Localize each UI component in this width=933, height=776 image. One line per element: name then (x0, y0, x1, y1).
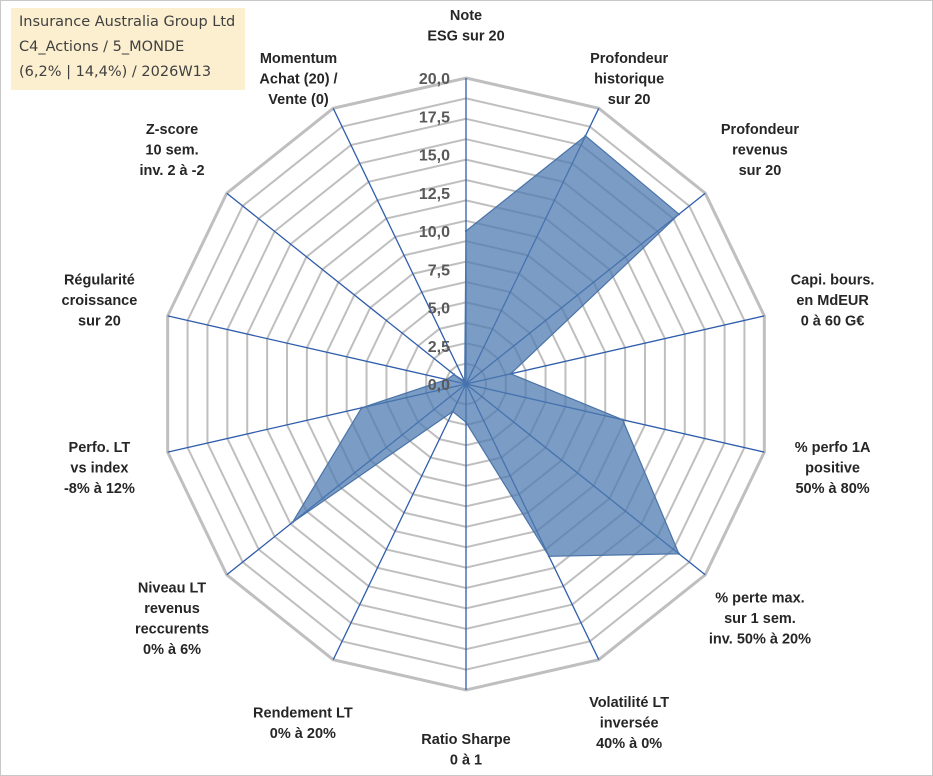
axis-label-line: sur 20 (608, 92, 651, 108)
axis-label-line: ESG sur 20 (427, 29, 504, 45)
data-point (677, 552, 681, 556)
title-line-category: C4_Actions / 5_MONDE (19, 39, 185, 55)
axis-label-line: croissance (62, 293, 138, 309)
series-area (292, 135, 680, 557)
axis-label: Z-score 10 sem. inv. 2 à -2 (140, 122, 205, 179)
data-point (464, 421, 468, 424)
axis-label-line: Z-score (146, 122, 198, 138)
data-point (509, 372, 512, 375)
axis-label: Rendement LT 0% à 20% (253, 705, 353, 742)
axis-label-line: Capi. bours. (791, 273, 875, 289)
axis-label: Volatilité LT inversée 40% à 0% (589, 695, 669, 752)
axis-label-line: Perfo. LT (69, 440, 131, 456)
axis-label-line: historique (594, 72, 664, 88)
axis-label-line: en MdEUR (796, 293, 869, 309)
tick-label: 20,0 (419, 71, 450, 88)
axis-label: % perfo 1A positive 50% à 80% (795, 440, 871, 497)
data-point (584, 134, 587, 138)
data-point (451, 410, 454, 413)
data-point (452, 373, 456, 376)
tick-label: 10,0 (419, 224, 450, 241)
axis-label-line: inv. 50% à 20% (709, 632, 811, 648)
axis-label-line: Régularité (64, 273, 135, 289)
axis-label-line: Achat (20) / (259, 72, 337, 88)
axis-label-line: revenus (732, 142, 788, 158)
axis-label-line: sur 20 (78, 314, 121, 330)
axis-label-line: sur 20 (739, 163, 782, 179)
axis-label-line: 0% à 20% (270, 726, 336, 742)
axis-label: Momentum Achat (20) / Vente (0) (259, 51, 337, 108)
axis-spoke (332, 383, 467, 660)
axis-label-line: Note (450, 8, 482, 24)
data-point (463, 380, 466, 383)
axis-label-line: inv. 2 à -2 (140, 163, 205, 179)
axis-label-line: Profondeur (721, 122, 799, 138)
data-point (360, 406, 363, 410)
axis-label-line: inversée (600, 716, 659, 732)
title-line-company: Insurance Australia Group Ltd (19, 14, 236, 30)
title-line-period: (6,2% | 14,4%) / 2026W13 (19, 64, 212, 80)
axis-label-line: reccurents (135, 621, 209, 637)
axis-label-line: Profondeur (590, 51, 668, 67)
axis-label-line: Ratio Sharpe (421, 732, 510, 748)
axis-label-line: % perte max. (715, 591, 804, 607)
axis-label-line: -8% à 12% (64, 481, 135, 497)
axis-label-line: Momentum (260, 51, 337, 67)
axis-label-line: 40% à 0% (596, 736, 662, 752)
radar-series (291, 134, 681, 558)
axis-label-line: 0% à 6% (143, 642, 201, 658)
axis-label: Profondeur revenus sur 20 (721, 122, 799, 179)
axis-label-line: Niveau LT (138, 580, 206, 596)
data-point (291, 521, 294, 524)
axis-label: Note ESG sur 20 (427, 8, 504, 45)
axis-label-line: % perfo 1A (795, 440, 871, 456)
axis-spoke (167, 315, 467, 385)
axis-label-line: 0 à 60 G€ (801, 314, 865, 330)
data-point (464, 229, 468, 233)
axis-label-line: revenus (144, 601, 200, 617)
axis-spoke (226, 192, 467, 385)
tick-label: 0,0 (428, 377, 450, 394)
data-point (677, 212, 681, 216)
axis-label-line: vs index (70, 460, 128, 476)
axis-label: Régularité croissance sur 20 (62, 273, 138, 330)
tick-label: 12,5 (419, 186, 450, 203)
data-point (445, 378, 448, 381)
axis-label-line: Vente (0) (268, 92, 329, 108)
axis-label: Niveau LT revenus reccurents 0% à 6% (135, 580, 209, 658)
data-point (621, 418, 624, 421)
tick-label: 15,0 (419, 148, 450, 165)
axis-label-line: positive (805, 460, 860, 476)
axis-label: Perfo. LT vs index -8% à 12% (64, 440, 135, 497)
radial-tick-labels: 0,0 2,5 5,0 7,5 10,0 12,5 15,0 17,5 20,0 (419, 71, 450, 394)
axis-label: Capi. bours. en MdEUR 0 à 60 G€ (791, 273, 875, 330)
axis-spoke (332, 108, 467, 385)
axis-category-labels: Note ESG sur 20 Profondeur historique sur 20… (62, 8, 875, 769)
axis-label: Ratio Sharpe 0 à 1 (421, 732, 510, 769)
tick-label: 7,5 (428, 262, 450, 279)
axis-label-line: sur 1 sem. (724, 611, 796, 627)
title-box: Insurance Australia Group Ltd C4_Actions… (11, 8, 245, 90)
axis-label: % perte max. sur 1 sem. inv. 50% à 20% (709, 591, 811, 648)
data-point (547, 555, 551, 558)
tick-label: 2,5 (428, 339, 450, 356)
axis-label-line: 0 à 1 (450, 753, 482, 769)
tick-label: 5,0 (428, 301, 450, 318)
axis-label-line: 50% à 80% (795, 481, 869, 497)
axis-label: Profondeur historique sur 20 (590, 51, 668, 108)
axis-label-line: 10 sem. (145, 142, 198, 158)
tick-label: 17,5 (419, 109, 450, 126)
axis-spoke (465, 315, 765, 385)
axis-label-line: Volatilité LT (589, 695, 669, 711)
axis-label-line: Rendement LT (253, 705, 353, 721)
